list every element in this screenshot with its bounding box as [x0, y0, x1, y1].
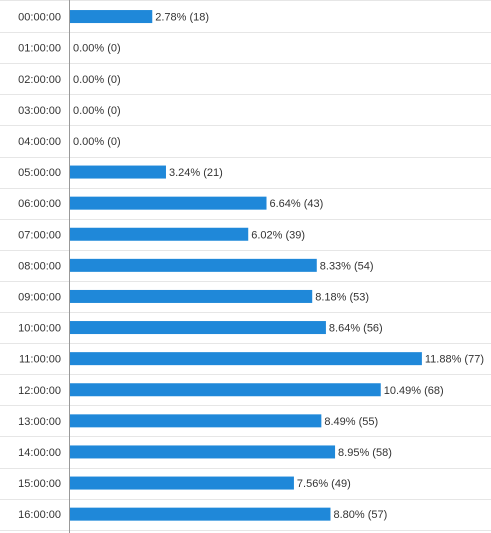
category-tick-label: 06:00:00: [18, 198, 61, 210]
bar-data-label: 6.64% (43): [270, 198, 324, 210]
category-tick-label: 03:00:00: [18, 105, 61, 117]
bar: [70, 321, 326, 335]
bar: [70, 196, 267, 210]
bar-data-label: 0.00% (0): [73, 43, 121, 55]
bar: [70, 383, 381, 397]
bar-data-label: 8.18% (53): [315, 291, 369, 303]
bar: [70, 10, 153, 24]
category-tick-label: 14:00:00: [18, 447, 61, 459]
bar: [70, 414, 322, 428]
bar-data-label: 2.78% (18): [155, 12, 209, 24]
bar: [70, 289, 313, 303]
category-tick-label: 16:00:00: [18, 509, 61, 521]
category-tick-label: 02:00:00: [18, 74, 61, 86]
bar-data-label: 0.00% (0): [73, 74, 121, 86]
category-tick-label: 05:00:00: [18, 167, 61, 179]
bar-data-label: 8.49% (55): [324, 416, 378, 428]
bar-data-label: 8.33% (54): [320, 260, 374, 272]
bar-data-label: 8.80% (57): [333, 509, 387, 521]
bar-data-label: 11.88% (77): [425, 354, 484, 366]
bar: [70, 507, 331, 521]
category-tick-label: 07:00:00: [18, 229, 61, 241]
category-tick-label: 10:00:00: [18, 323, 61, 335]
bar: [70, 165, 166, 179]
bar-data-label: 7.56% (49): [297, 478, 351, 490]
bar-data-label: 0.00% (0): [73, 105, 121, 117]
bar: [70, 258, 317, 272]
category-tick-label: 13:00:00: [18, 416, 61, 428]
category-tick-label: 12:00:00: [18, 385, 61, 397]
category-tick-label: 11:00:00: [19, 354, 61, 366]
category-tick-label: 15:00:00: [18, 478, 61, 490]
category-tick-label: 08:00:00: [18, 260, 61, 272]
bar: [70, 227, 249, 241]
bar-data-label: 10.49% (68): [384, 385, 444, 397]
bar: [70, 445, 336, 459]
bar-data-label: 0.00% (0): [73, 136, 121, 148]
bar: [70, 476, 294, 490]
bar-data-label: 3.24% (21): [169, 167, 223, 179]
category-tick-label: 09:00:00: [18, 291, 61, 303]
bar: [70, 352, 422, 366]
bar-data-label: 8.95% (58): [338, 447, 392, 459]
category-tick-label: 00:00:00: [18, 12, 61, 24]
bar-data-label: 8.64% (56): [329, 323, 383, 335]
category-tick-label: 01:00:00: [18, 43, 61, 55]
bar-data-label: 6.02% (39): [251, 229, 305, 241]
category-tick-label: 04:00:00: [18, 136, 61, 148]
